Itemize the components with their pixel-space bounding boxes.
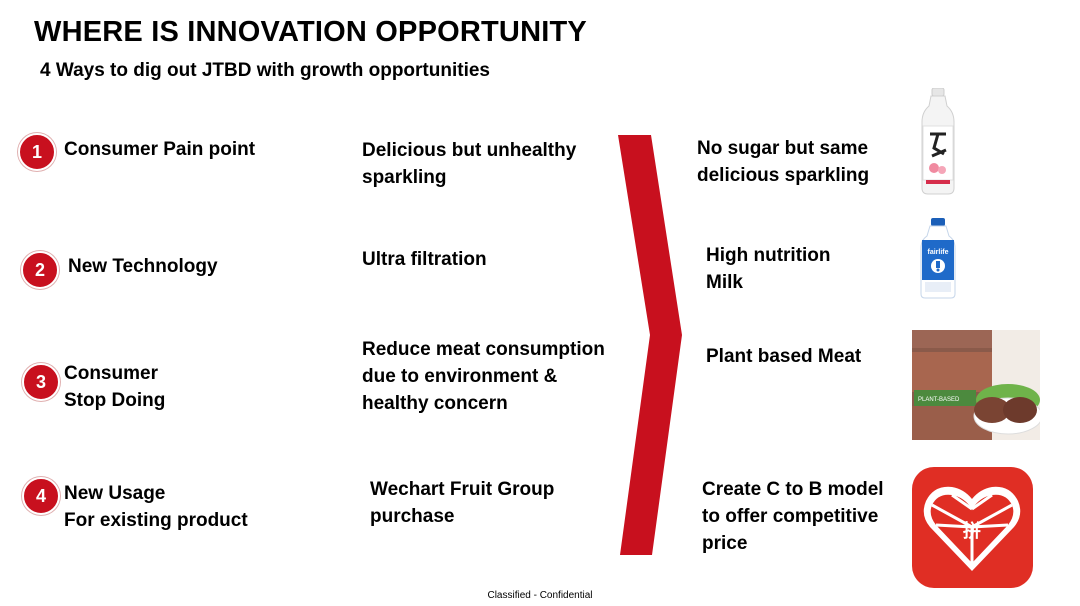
step-badge-2: 2 [21, 251, 59, 289]
row-4-label: New Usage For existing product [64, 480, 248, 534]
row-1-label-line-1: Consumer Pain point [64, 139, 256, 160]
milk-bottle-image: fairlife [920, 218, 956, 299]
page-subtitle: 4 Ways to dig out JTBD with growth oppor… [40, 60, 490, 81]
row-1-right-line-1: No sugar but same [697, 138, 869, 159]
step-badge-1: 1 [18, 133, 56, 171]
pinduoduo-logo-glyph: 拼 [963, 520, 981, 542]
row-1-middle-line-1: Delicious but unhealthy [362, 140, 577, 161]
row-2-label-line-1: New Technology [68, 256, 218, 277]
row-3-label-line-2: Stop Doing [64, 390, 166, 411]
plant-based-meat-image: PLANT-BASED [912, 330, 1040, 440]
row-4-label-line-1: New Usage [64, 483, 166, 504]
row-2-right: High nutrition Milk [706, 242, 831, 296]
row-2-right-line-2: Milk [706, 272, 743, 293]
row-2-middle: Ultra filtration [362, 246, 487, 273]
row-1-right: No sugar but same delicious sparkling [697, 135, 869, 189]
row-4-right-line-3: price [702, 533, 748, 554]
row-2-right-line-1: High nutrition [706, 245, 831, 266]
row-3-label-line-1: Consumer [64, 363, 158, 384]
row-3-right: Plant based Meat [706, 343, 861, 370]
row-1-label: Consumer Pain point [64, 136, 255, 163]
milk-brand-text: fairlife [927, 249, 948, 256]
step-badge-3: 3 [22, 363, 60, 401]
sparkling-water-bottle-image [921, 88, 955, 195]
row-3-middle-line-1: Reduce meat consumption [362, 339, 605, 360]
row-3-middle-line-2: due to environment & [362, 366, 558, 387]
row-4-middle-line-2: purchase [370, 506, 455, 527]
row-1-middle-line-2: sparkling [362, 167, 447, 188]
page-title: WHERE IS INNOVATION OPPORTUNITY [34, 16, 587, 48]
row-4-middle: Wechart Fruit Group purchase [370, 476, 554, 530]
confidential-footer: Classified - Confidential [487, 590, 593, 601]
pinduoduo-logo-image: 拼 [912, 467, 1033, 588]
row-3-label: Consumer Stop Doing [64, 360, 165, 414]
row-3-right-line-1: Plant based Meat [706, 346, 862, 367]
row-4-right-line-1: Create C to B model [702, 479, 884, 500]
step-badge-4: 4 [22, 477, 60, 515]
row-4-right-line-2: to offer competitive [702, 506, 879, 527]
plant-based-package-text: PLANT-BASED [918, 397, 960, 403]
row-1-middle: Delicious but unhealthy sparkling [362, 137, 576, 191]
row-2-middle-line-1: Ultra filtration [362, 249, 487, 270]
row-4-right: Create C to B model to offer competitive… [702, 476, 884, 557]
row-4-label-line-2: For existing product [64, 510, 248, 531]
row-3-middle-line-3: healthy concern [362, 393, 508, 414]
row-4-middle-line-1: Wechart Fruit Group [370, 479, 555, 500]
row-3-middle: Reduce meat consumption due to environme… [362, 336, 605, 417]
row-1-right-line-2: delicious sparkling [697, 165, 870, 186]
row-2-label: New Technology [68, 253, 218, 280]
